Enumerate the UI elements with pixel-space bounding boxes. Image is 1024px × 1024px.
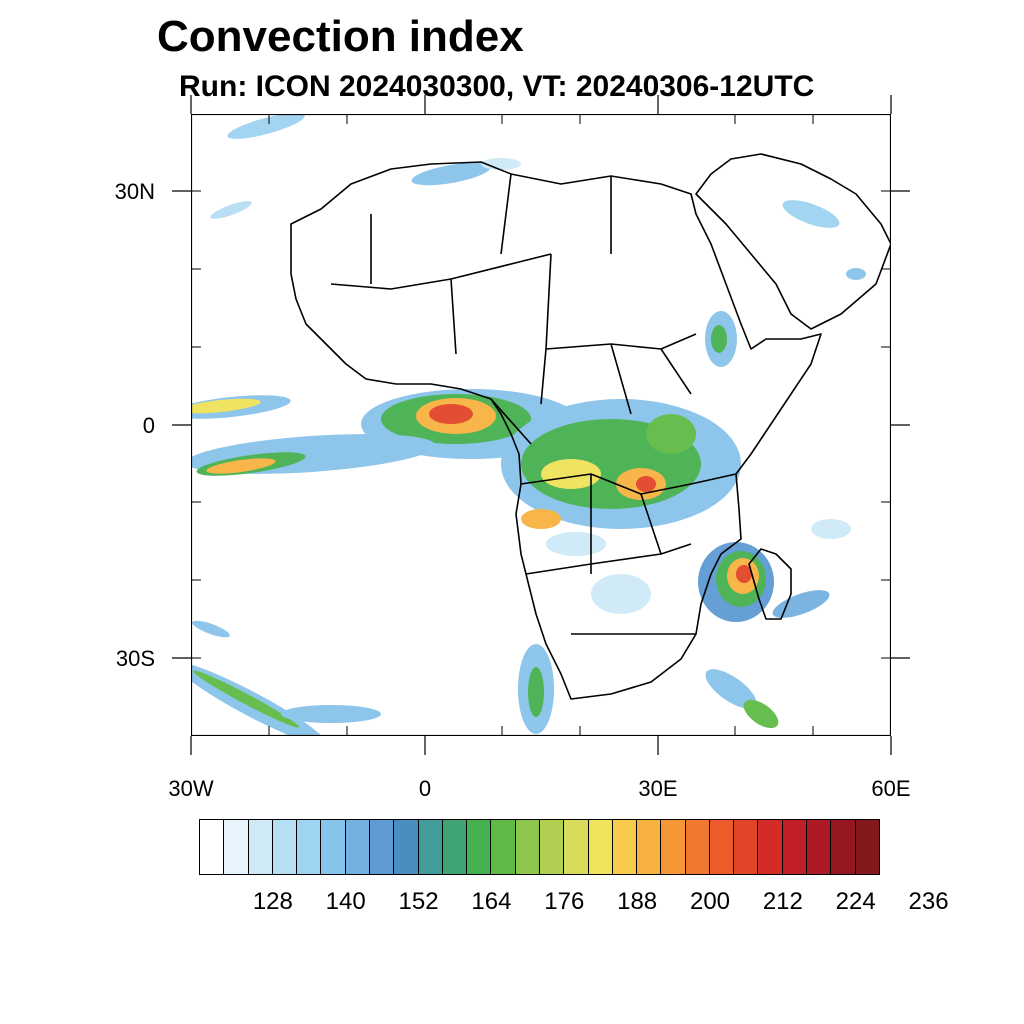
colorbar-box <box>271 819 298 875</box>
chart-title: Convection index <box>157 12 524 61</box>
colorbar-box <box>684 819 710 875</box>
colorbar-label: 212 <box>762 888 803 915</box>
colorbar-box <box>223 819 249 875</box>
colorbar-label: 152 <box>398 888 439 915</box>
lon-label-30e: 30E <box>638 776 678 801</box>
colorbar-box <box>660 819 686 875</box>
convection-map <box>191 114 891 736</box>
coastlines <box>290 153 891 700</box>
colorbar-box <box>490 819 516 875</box>
colorbar-label: 236 <box>908 888 949 915</box>
colorbar-box <box>733 819 759 875</box>
colorbar-label: 140 <box>325 888 366 915</box>
colorbar-box <box>854 819 880 875</box>
inner-ticks <box>191 114 891 736</box>
colorbar-box <box>708 819 735 875</box>
colorbar-box <box>514 819 540 875</box>
colorbar-box <box>636 819 662 875</box>
colorbar-box <box>296 819 322 875</box>
lon-label-0: 0 <box>418 776 432 801</box>
colorbar-label: 176 <box>544 888 585 915</box>
colorbar-box <box>781 819 808 875</box>
colorbar-box <box>199 819 225 875</box>
colorbar-box <box>368 819 395 875</box>
colorbar-label: 164 <box>471 888 512 915</box>
colorbar-label: 224 <box>835 888 876 915</box>
colorbar-box <box>806 819 832 875</box>
colorbar-box <box>611 819 638 875</box>
lat-label-0: 0 <box>142 413 155 438</box>
colorbar-box <box>563 819 589 875</box>
colorbar-box <box>466 819 492 875</box>
lon-label-30w: 30W <box>168 776 214 801</box>
colorbar-label: 200 <box>689 888 731 915</box>
colorbar-box <box>587 819 613 875</box>
convection-field <box>191 114 866 736</box>
colorbar-box <box>830 819 856 875</box>
colorbar-box <box>417 819 443 875</box>
map-border <box>191 114 891 736</box>
colorbar-box <box>441 819 468 875</box>
colorbar-label: 188 <box>617 888 658 915</box>
colorbar <box>199 819 880 875</box>
colorbar-box <box>757 819 783 875</box>
lat-label-30n: 30N <box>114 179 155 204</box>
lat-label-30s: 30S <box>115 646 155 671</box>
colorbar-box <box>393 819 419 875</box>
map-panel <box>191 114 891 736</box>
colorbar-box <box>320 819 346 875</box>
run-subtitle: Run: ICON 2024030300, VT: 20240306-12UTC <box>179 70 815 103</box>
colorbar-label: 128 <box>252 888 293 915</box>
colorbar-box <box>344 819 370 875</box>
lon-label-60e: 60E <box>871 776 911 801</box>
colorbar-box <box>538 819 565 875</box>
colorbar-box <box>247 819 273 875</box>
